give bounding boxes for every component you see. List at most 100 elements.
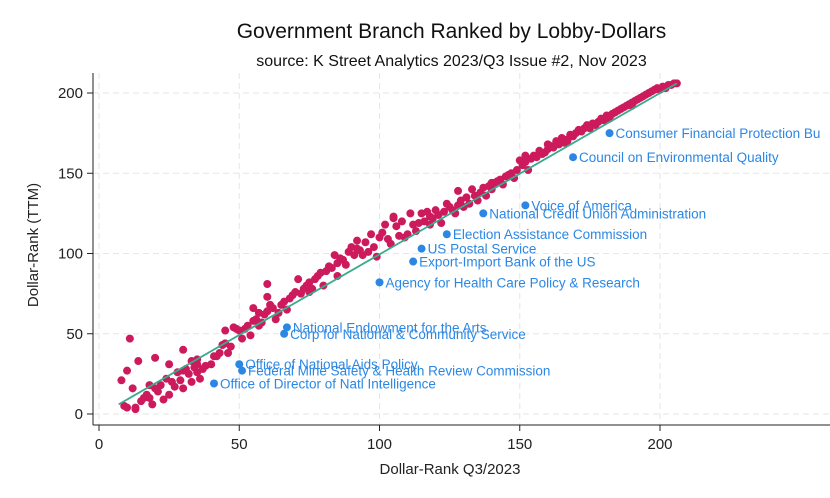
- point-label: National Credit Union Administration: [489, 206, 706, 221]
- data-point: [123, 366, 132, 375]
- highlighted-point: [235, 360, 244, 369]
- data-point: [585, 124, 594, 133]
- x-tick-label: 0: [95, 436, 103, 453]
- point-label: Agency for Health Care Policy & Research: [386, 275, 640, 290]
- data-point: [263, 292, 272, 301]
- data-point: [165, 390, 174, 399]
- point-label: Consumer Financial Protection Bu: [616, 126, 821, 141]
- data-point: [425, 212, 434, 221]
- data-point: [268, 304, 277, 313]
- data-point: [207, 360, 216, 369]
- highlighted-point: [409, 257, 418, 266]
- data-point: [238, 334, 247, 343]
- data-point: [179, 345, 188, 354]
- data-point: [156, 381, 165, 390]
- data-point: [159, 395, 168, 404]
- data-point: [389, 214, 398, 223]
- data-point: [226, 342, 235, 351]
- data-point: [369, 243, 378, 252]
- y-axis-label: Dollar-Rank (TTM): [25, 183, 42, 307]
- axes: 0 50 100 150 200 0 50 100 150 200: [58, 73, 830, 453]
- point-label: Federal Mine Safety & Health Review Comm…: [248, 364, 550, 379]
- x-tick-label: 100: [367, 436, 392, 453]
- data-point: [145, 393, 154, 402]
- highlighted-point: [442, 230, 451, 239]
- data-point: [397, 217, 406, 226]
- data-point: [215, 349, 224, 358]
- highlighted-point: [238, 366, 247, 375]
- data-point: [487, 178, 496, 187]
- data-point: [271, 315, 280, 324]
- data-point: [468, 185, 477, 194]
- data-points: [117, 79, 681, 414]
- data-point: [563, 137, 572, 146]
- data-point: [392, 222, 401, 231]
- data-point: [361, 238, 370, 247]
- data-point: [224, 349, 233, 358]
- point-label: National Endowment for the Arts: [293, 320, 487, 335]
- point-label: Council on Environmental Quality: [579, 150, 779, 165]
- point-label: Office of Director of Natl Intelligence: [220, 377, 436, 392]
- highlighted-point: [479, 209, 488, 218]
- data-point: [117, 376, 126, 385]
- data-point: [406, 209, 415, 218]
- data-point: [350, 251, 359, 260]
- highlighted-point: [280, 329, 289, 338]
- data-point: [184, 369, 193, 378]
- fit-line-layer: [118, 82, 678, 406]
- data-point: [128, 384, 137, 393]
- data-point: [148, 400, 157, 409]
- data-point: [543, 140, 552, 149]
- fit-line: [118, 82, 678, 406]
- x-tick-label: 50: [231, 436, 248, 453]
- data-point: [179, 384, 188, 393]
- y-tick-label: 150: [58, 165, 83, 182]
- y-tick-label: 100: [58, 246, 83, 263]
- data-point: [165, 360, 174, 369]
- data-point: [123, 403, 132, 412]
- highlighted-point: [282, 323, 291, 332]
- point-label: Election Assistance Commission: [453, 227, 647, 242]
- x-axis-label: Dollar-Rank Q3/2023: [380, 461, 521, 478]
- grid: [93, 73, 830, 425]
- point-label: US Postal Service: [428, 242, 537, 257]
- data-point: [367, 230, 376, 239]
- data-point: [187, 377, 196, 386]
- point-label: Corp for National & Community Service: [290, 327, 526, 342]
- data-point: [282, 305, 291, 314]
- data-point: [353, 236, 362, 245]
- data-point: [521, 151, 530, 160]
- data-point: [341, 260, 350, 269]
- x-tick-label: 150: [507, 436, 532, 453]
- data-point: [381, 220, 390, 229]
- data-point: [153, 387, 162, 396]
- data-point: [364, 247, 373, 256]
- chart-subtitle: source: K Street Analytics 2023/Q3 Issue…: [256, 53, 647, 70]
- data-point: [378, 228, 387, 237]
- highlighted-point: [375, 278, 384, 287]
- data-point: [125, 334, 134, 343]
- data-point: [440, 207, 449, 216]
- data-point: [134, 357, 143, 366]
- data-point: [462, 193, 471, 202]
- highlighted-point: [417, 244, 426, 253]
- y-tick-label: 200: [58, 85, 83, 102]
- point-label: Office of National Aids Policy: [245, 357, 418, 372]
- data-point: [249, 304, 258, 313]
- data-point: [243, 321, 252, 330]
- data-point: [327, 263, 336, 272]
- data-point: [170, 382, 179, 391]
- data-point: [131, 403, 140, 412]
- data-point: [263, 279, 272, 288]
- y-tick-label: 0: [75, 406, 83, 423]
- data-point: [176, 376, 185, 385]
- point-label: Voice of America: [531, 198, 632, 213]
- data-point: [221, 326, 230, 335]
- highlighted-point: [521, 201, 530, 210]
- y-tick-label: 50: [66, 326, 83, 343]
- chart-title: Government Branch Ranked by Lobby-Dollar…: [236, 20, 667, 43]
- point-labels: Consumer Financial Protection Bu Council …: [220, 126, 820, 391]
- highlighted-point: [569, 153, 578, 162]
- data-point: [454, 186, 463, 195]
